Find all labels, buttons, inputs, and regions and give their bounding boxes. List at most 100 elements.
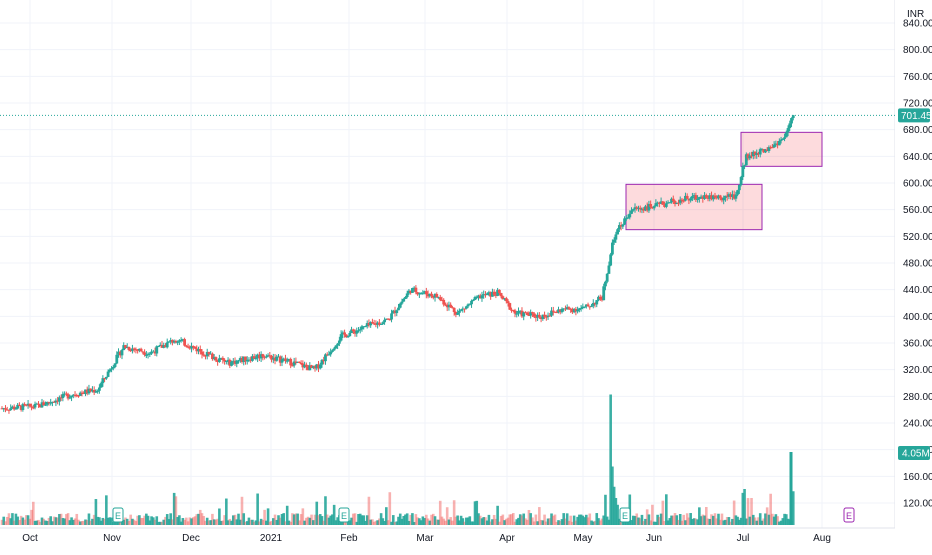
volume-bar	[647, 514, 651, 525]
candle-body	[357, 330, 360, 332]
candle-body	[393, 310, 397, 314]
candle-body	[508, 303, 512, 310]
volume-bar	[165, 514, 169, 525]
volume-bar	[612, 486, 616, 525]
earnings-marker[interactable]: E	[843, 507, 855, 523]
y-tick-label: 400.00	[903, 312, 932, 323]
volume-bar	[578, 514, 581, 525]
candle-body	[485, 293, 489, 296]
candle-body	[445, 304, 449, 308]
candle-body	[311, 366, 315, 368]
volume-bar	[524, 518, 527, 525]
candle-body	[673, 201, 677, 205]
pattern-rectangles[interactable]	[625, 131, 823, 231]
volume-bar	[774, 514, 778, 525]
y-tick-label: 360.00	[903, 339, 932, 350]
earnings-marker[interactable]: E	[619, 507, 631, 523]
candle-body	[598, 296, 602, 300]
candle-body	[148, 353, 152, 355]
candle-body	[17, 404, 21, 406]
candle-body	[788, 123, 792, 129]
candle-body	[421, 292, 425, 294]
volume-bar	[743, 489, 746, 525]
candle-body	[781, 138, 785, 140]
volume-bar	[536, 521, 539, 525]
volume-bar	[468, 516, 472, 525]
volume-bar	[595, 513, 599, 525]
volume-bar	[376, 520, 379, 525]
volume-bar	[633, 516, 637, 525]
candle-body	[38, 404, 42, 408]
volume-bar	[353, 513, 357, 525]
candle-body	[390, 313, 393, 320]
candle-body	[398, 303, 402, 308]
volume-bar	[191, 517, 195, 525]
volume-bar	[786, 518, 790, 525]
candle-body	[529, 312, 533, 316]
volume-bar	[705, 507, 708, 525]
volume-bar	[511, 513, 515, 525]
candle-body	[78, 392, 82, 396]
candle-body	[113, 363, 117, 367]
volume-bar	[498, 521, 501, 525]
candle-body	[343, 332, 346, 335]
volume-bar	[776, 516, 779, 525]
candle-body	[431, 295, 435, 298]
volume-bar	[494, 518, 498, 525]
volume-bar	[484, 517, 487, 525]
volume-bar	[557, 520, 560, 525]
earnings-marker[interactable]: E	[338, 507, 350, 523]
candle-body	[537, 314, 541, 318]
volume-bar	[362, 515, 366, 525]
candle-body	[221, 357, 225, 360]
candle-body	[675, 202, 679, 205]
x-tick-label: Feb	[340, 533, 358, 544]
volume-bar	[231, 515, 235, 525]
earnings-marker[interactable]: E	[112, 507, 124, 523]
candle-body	[351, 329, 355, 332]
candle-body	[491, 291, 494, 297]
volume-bar	[176, 516, 179, 525]
candle-body	[296, 361, 300, 363]
candle-body	[515, 313, 519, 315]
volume-bar	[423, 518, 426, 525]
volume-bar	[242, 513, 246, 525]
volume-bar	[640, 514, 644, 525]
volume-bar	[684, 520, 687, 525]
candle-body	[423, 291, 426, 293]
volume-bar	[77, 519, 80, 525]
candle-body	[327, 354, 331, 356]
candle-body	[531, 312, 534, 314]
volume-bar	[336, 517, 339, 525]
volume-bar	[129, 514, 132, 525]
volume-bar	[456, 515, 459, 525]
volume-bar	[600, 518, 604, 525]
candle-body	[115, 354, 119, 364]
volume-bar	[475, 500, 479, 525]
candle-body	[16, 404, 20, 409]
y-tick-label: 600.00	[903, 179, 932, 190]
volume-bar	[783, 513, 786, 525]
candle-body	[755, 152, 759, 155]
volume-bar	[426, 518, 430, 525]
volume-bar	[84, 519, 87, 525]
volume-bar	[470, 521, 473, 525]
volume-bar	[581, 515, 585, 525]
candle-body	[546, 315, 550, 318]
candle-body	[285, 360, 289, 362]
volume-bar	[682, 514, 686, 525]
candle-body	[737, 184, 741, 191]
volume-bar	[66, 513, 70, 525]
volume-bar	[771, 513, 774, 525]
candle-body	[165, 342, 169, 348]
volume-bar	[106, 517, 110, 525]
volume-bar	[458, 520, 461, 525]
candle-body	[127, 347, 131, 351]
volume-bar	[710, 514, 713, 525]
volume-bar	[357, 514, 360, 525]
candle-body	[144, 354, 148, 356]
x-tick-label: Nov	[103, 533, 121, 544]
